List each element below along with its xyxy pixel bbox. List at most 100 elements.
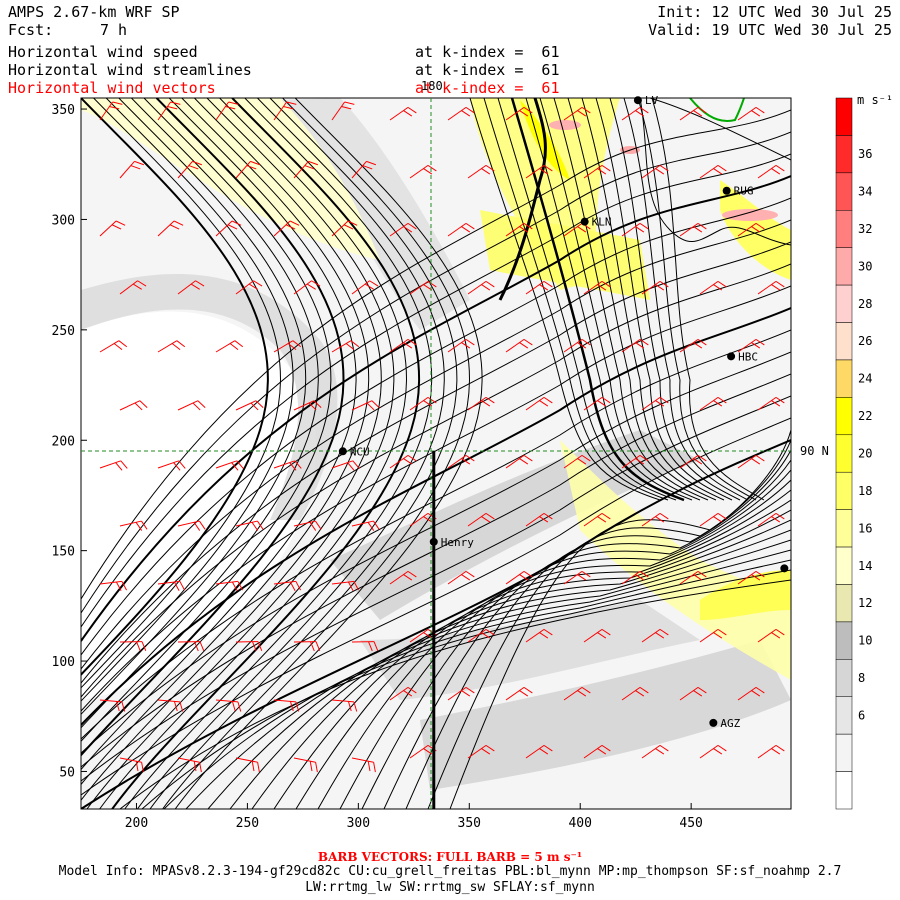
x-tick-label: 350 — [458, 816, 481, 831]
wind-barb — [293, 160, 319, 179]
streamline — [405, 449, 791, 809]
wind-barb — [215, 460, 244, 471]
wind-barb — [293, 280, 321, 295]
wind-barb — [641, 628, 669, 643]
streamline — [317, 489, 791, 809]
wind-barb — [99, 699, 126, 712]
wind-barb — [525, 628, 553, 643]
wind-barb — [351, 757, 376, 773]
streamline — [162, 98, 470, 809]
y-tick-label: 350 — [52, 103, 75, 118]
wind-barb — [235, 400, 264, 411]
wind-barb — [389, 338, 417, 353]
wind-barb — [389, 222, 417, 237]
wind-barb — [99, 340, 128, 353]
colorbar-swatch — [835, 135, 853, 174]
colorbar-swatch — [835, 621, 853, 660]
colorbar-label: 10 — [858, 634, 872, 648]
streamline — [81, 98, 382, 802]
meridian-label: 180 — [421, 79, 443, 93]
x-tick-label: 400 — [568, 816, 591, 831]
streamline — [295, 499, 791, 809]
streamline — [483, 98, 669, 501]
wind-barb — [331, 101, 355, 121]
wind-barb — [679, 570, 707, 585]
wind-barb — [757, 396, 785, 411]
colorbar-swatch — [835, 284, 853, 323]
model-title: AMPS 2.67-km WRF SP — [8, 3, 180, 21]
colorbar-label: 32 — [858, 222, 872, 236]
wind-barb — [235, 757, 260, 773]
colorbar-unit: m s⁻¹ — [857, 93, 893, 107]
wind-barb — [737, 454, 765, 469]
streamline — [81, 98, 281, 689]
wind-barb — [119, 757, 144, 773]
streamline — [81, 98, 357, 771]
streamline — [229, 529, 791, 809]
wind-barb — [563, 570, 591, 585]
streamline — [637, 98, 757, 501]
station-marker — [727, 352, 736, 361]
station-label: KLN — [592, 216, 612, 229]
barb-legend: BARB VECTORS: FULL BARB = 5 m s⁻¹ — [317, 850, 583, 864]
field-level-streamlines: at k-index = 61 — [415, 61, 560, 79]
wind-barb — [525, 396, 553, 411]
station-label: RUG — [734, 185, 754, 198]
wind-barb — [447, 686, 475, 701]
wind-barb — [331, 699, 358, 712]
colorbar-label: 20 — [858, 447, 872, 461]
y-tick-label: 200 — [52, 434, 75, 449]
streamline — [81, 373, 791, 768]
streamline — [185, 549, 791, 809]
y-tick-label: 50 — [59, 765, 75, 780]
streamline — [81, 307, 791, 726]
wind-barb — [679, 454, 707, 469]
wind-barb — [525, 164, 553, 179]
wind-barb — [389, 454, 417, 469]
wind-barb — [157, 460, 186, 471]
wind-barb — [177, 160, 203, 179]
streamline — [609, 98, 741, 501]
wind-barb — [119, 400, 148, 411]
wind-barb — [157, 340, 186, 353]
wind-barb — [293, 757, 318, 773]
wind-barb — [293, 400, 322, 411]
wind-barb — [737, 222, 765, 237]
wind-barb — [273, 460, 302, 471]
wind-barb — [525, 280, 553, 295]
wind-barb — [757, 164, 785, 179]
colorbar-swatch — [835, 584, 853, 623]
wind-barb — [157, 699, 184, 712]
streamline — [81, 98, 307, 716]
colorbar-label: 30 — [858, 259, 872, 273]
streamline — [449, 429, 791, 809]
wind-barb — [215, 699, 242, 712]
x-tick-label: 250 — [236, 816, 259, 831]
wind-barb — [99, 220, 126, 237]
wind-barb — [331, 580, 360, 592]
streamline — [427, 439, 791, 809]
y-tick-label: 150 — [52, 545, 75, 560]
streamline — [141, 569, 791, 809]
wind-barb — [505, 454, 533, 469]
colorbar-swatch — [835, 172, 853, 211]
map-frame — [80, 97, 792, 810]
wind-barb — [699, 280, 727, 295]
wind-barb — [757, 628, 785, 643]
colorbar-label: 28 — [858, 297, 872, 311]
streamline — [81, 131, 791, 614]
wind-barb — [273, 580, 302, 592]
init-time: Init: 12 UTC Wed 30 Jul 25 — [657, 3, 892, 21]
wind-barb — [505, 222, 533, 237]
streamline — [81, 175, 791, 642]
wind-barb — [177, 520, 206, 531]
wind-barb — [641, 280, 669, 295]
wind-barb — [177, 757, 202, 773]
streamline — [124, 98, 433, 809]
streamline — [174, 98, 483, 809]
wind-barb — [99, 580, 128, 592]
x-tick-label: 450 — [679, 816, 702, 831]
colorbar-swatch — [835, 471, 853, 510]
wind-barb — [699, 744, 727, 759]
colorbar-label: 34 — [858, 185, 872, 199]
